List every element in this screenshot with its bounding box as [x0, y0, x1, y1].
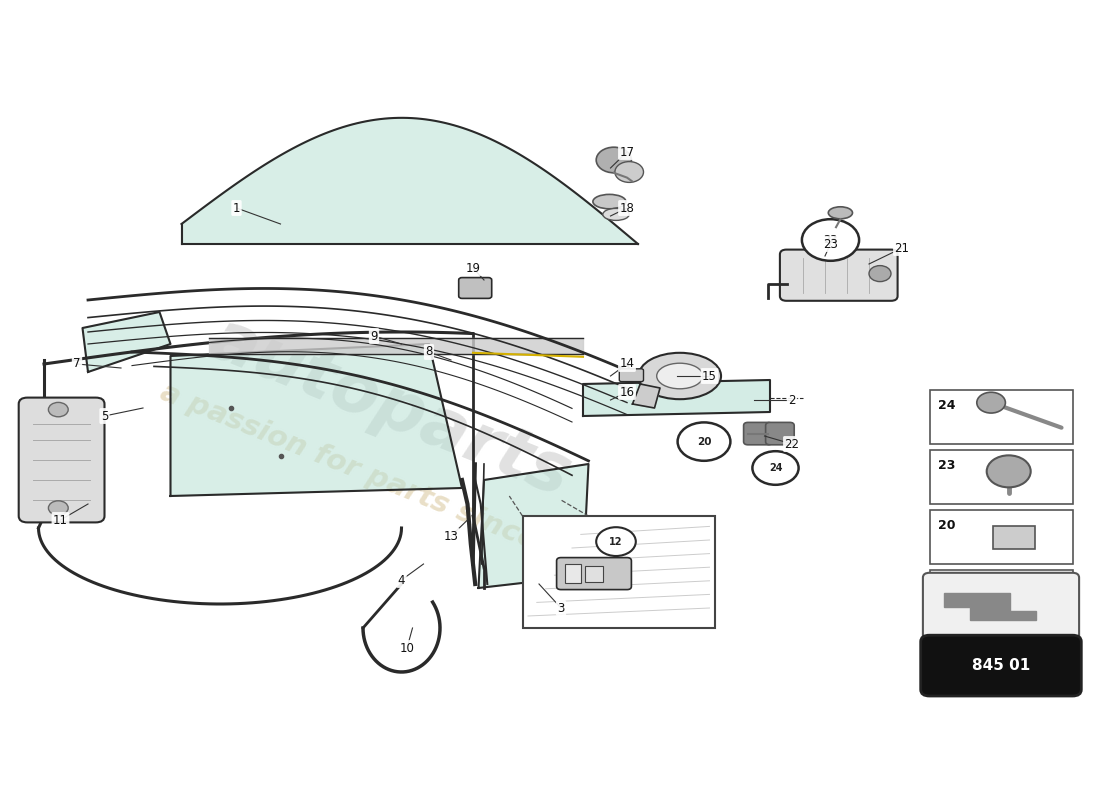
- Text: 16: 16: [619, 386, 635, 398]
- Circle shape: [48, 501, 68, 515]
- FancyBboxPatch shape: [923, 573, 1079, 642]
- FancyBboxPatch shape: [557, 558, 631, 590]
- Text: 20: 20: [696, 437, 712, 446]
- Circle shape: [615, 162, 644, 182]
- Text: 23: 23: [823, 235, 838, 245]
- Ellipse shape: [828, 206, 852, 218]
- Circle shape: [48, 402, 68, 417]
- Ellipse shape: [657, 363, 703, 389]
- Text: 8: 8: [426, 346, 432, 358]
- FancyBboxPatch shape: [619, 369, 644, 382]
- FancyBboxPatch shape: [921, 635, 1081, 696]
- Text: 9: 9: [371, 330, 377, 342]
- Circle shape: [596, 527, 636, 556]
- Bar: [993, 526, 1035, 549]
- Text: a passion for parts since 1989: a passion for parts since 1989: [155, 378, 626, 590]
- Text: 13: 13: [443, 530, 459, 542]
- Text: 18: 18: [619, 202, 635, 214]
- Polygon shape: [632, 384, 660, 408]
- FancyBboxPatch shape: [744, 422, 772, 445]
- Bar: [930, 450, 1072, 504]
- Ellipse shape: [638, 353, 722, 399]
- Text: 11: 11: [53, 514, 68, 526]
- Text: 15: 15: [702, 370, 717, 382]
- Circle shape: [752, 451, 799, 485]
- Polygon shape: [82, 312, 170, 372]
- Polygon shape: [182, 118, 638, 244]
- FancyBboxPatch shape: [780, 250, 898, 301]
- Text: 17: 17: [619, 146, 635, 158]
- Bar: [930, 390, 1072, 444]
- FancyBboxPatch shape: [19, 398, 104, 522]
- Text: 24: 24: [938, 399, 956, 413]
- Text: 12: 12: [609, 537, 623, 546]
- Polygon shape: [583, 380, 770, 416]
- Text: 7: 7: [74, 358, 80, 370]
- Circle shape: [869, 266, 891, 282]
- Text: 20: 20: [938, 519, 956, 533]
- Text: 3: 3: [558, 602, 564, 614]
- Text: 22: 22: [784, 438, 800, 450]
- Polygon shape: [170, 344, 462, 496]
- Text: 4: 4: [398, 574, 405, 586]
- Ellipse shape: [603, 208, 629, 220]
- Text: 21: 21: [894, 242, 910, 254]
- Bar: [930, 570, 1072, 624]
- Text: 12: 12: [938, 579, 956, 593]
- FancyBboxPatch shape: [459, 278, 492, 298]
- Bar: [930, 510, 1072, 564]
- Text: autoparts: autoparts: [200, 306, 581, 510]
- Text: 1: 1: [233, 202, 240, 214]
- Text: 10: 10: [399, 642, 415, 654]
- Bar: [565, 564, 581, 583]
- Text: 845 01: 845 01: [972, 658, 1030, 673]
- Circle shape: [678, 422, 730, 461]
- Polygon shape: [944, 593, 1036, 620]
- Text: 23: 23: [823, 238, 838, 250]
- Text: 14: 14: [619, 358, 635, 370]
- Circle shape: [987, 455, 1031, 487]
- Circle shape: [977, 392, 1005, 413]
- Text: 19: 19: [465, 262, 481, 274]
- Text: 2: 2: [789, 394, 795, 406]
- Bar: [585, 566, 603, 582]
- Circle shape: [596, 147, 631, 173]
- Text: 5: 5: [101, 410, 108, 422]
- Circle shape: [966, 594, 981, 605]
- FancyBboxPatch shape: [766, 422, 794, 445]
- Circle shape: [802, 219, 859, 261]
- Bar: [522, 516, 715, 628]
- Ellipse shape: [593, 194, 626, 209]
- Text: 24: 24: [769, 463, 782, 473]
- Text: 23: 23: [938, 459, 956, 473]
- Polygon shape: [478, 464, 588, 588]
